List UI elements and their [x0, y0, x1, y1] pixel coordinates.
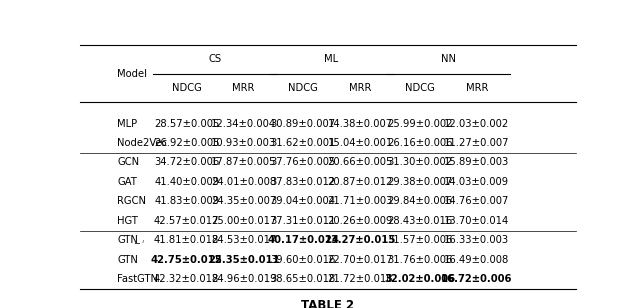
Text: 42.32±0.018: 42.32±0.018: [154, 274, 220, 284]
Text: NN: NN: [440, 55, 456, 64]
Text: 39.04±0.004: 39.04±0.004: [271, 196, 336, 206]
Text: 26.92±0.005: 26.92±0.005: [154, 138, 220, 148]
Text: 29.38±0.007: 29.38±0.007: [387, 177, 452, 187]
Text: 39.60±0.016: 39.60±0.016: [271, 255, 336, 265]
Text: 20.66±0.005: 20.66±0.005: [328, 157, 393, 168]
Text: 16.49±0.008: 16.49±0.008: [444, 255, 509, 265]
Text: 10.93±0.003: 10.93±0.003: [211, 138, 276, 148]
Text: 13.70±0.014: 13.70±0.014: [444, 216, 509, 226]
Text: MRR: MRR: [349, 83, 371, 93]
Text: CS: CS: [209, 55, 221, 64]
Text: 41.83±0.009: 41.83±0.009: [154, 196, 220, 206]
Text: TABLE 2: TABLE 2: [301, 299, 355, 308]
Text: 12.34±0.004: 12.34±0.004: [211, 119, 276, 128]
Text: ML: ML: [324, 55, 339, 64]
Text: 37.83±0.012: 37.83±0.012: [271, 177, 336, 187]
Text: GCN: GCN: [117, 157, 140, 168]
Text: NDCG: NDCG: [288, 83, 318, 93]
Text: 32.02±0.006: 32.02±0.006: [384, 274, 455, 284]
Text: 24.96±0.019: 24.96±0.019: [211, 274, 276, 284]
Text: 21.72±0.018: 21.72±0.018: [328, 274, 393, 284]
Text: 16.33±0.003: 16.33±0.003: [444, 235, 509, 245]
Text: Node2Vec: Node2Vec: [117, 138, 167, 148]
Text: 15.89±0.003: 15.89±0.003: [444, 157, 509, 168]
Text: 37.76±0.005: 37.76±0.005: [271, 157, 336, 168]
Text: 30.89±0.007: 30.89±0.007: [271, 119, 336, 128]
Text: 24.53±0.017: 24.53±0.017: [211, 235, 276, 245]
Text: 28.43±0.016: 28.43±0.016: [387, 216, 452, 226]
Text: FastGTN: FastGTN: [117, 274, 158, 284]
Text: NDCG: NDCG: [172, 83, 202, 93]
Text: 38.65±0.018: 38.65±0.018: [271, 274, 336, 284]
Text: 14.38±0.007: 14.38±0.007: [328, 119, 393, 128]
Text: 41.40±0.009: 41.40±0.009: [154, 177, 220, 187]
Text: 28.57±0.005: 28.57±0.005: [154, 119, 220, 128]
Text: 24.35±0.007: 24.35±0.007: [211, 196, 276, 206]
Text: GTN: GTN: [117, 255, 138, 265]
Text: Model: Model: [117, 69, 147, 79]
Text: 31.57±0.006: 31.57±0.006: [387, 235, 452, 245]
Text: 34.72±0.006: 34.72±0.006: [154, 157, 220, 168]
Text: 23.27±0.015: 23.27±0.015: [324, 235, 396, 245]
Text: 41.81±0.018: 41.81±0.018: [154, 235, 220, 245]
Text: HGT: HGT: [117, 216, 138, 226]
Text: 42.57±0.017: 42.57±0.017: [154, 216, 220, 226]
Text: 22.70±0.017: 22.70±0.017: [328, 255, 393, 265]
Text: 21.71±0.003: 21.71±0.003: [328, 196, 393, 206]
Text: 16.72±0.006: 16.72±0.006: [441, 274, 513, 284]
Text: 17.87±0.005: 17.87±0.005: [211, 157, 276, 168]
Text: 11.27±0.007: 11.27±0.007: [444, 138, 509, 148]
Text: 31.76±0.006: 31.76±0.006: [387, 255, 452, 265]
Text: 29.84±0.006: 29.84±0.006: [387, 196, 452, 206]
Text: 14.76±0.007: 14.76±0.007: [444, 196, 509, 206]
Text: − ᴵ: − ᴵ: [134, 239, 144, 248]
Text: MLP: MLP: [117, 119, 138, 128]
Text: 40.17±0.014: 40.17±0.014: [268, 235, 339, 245]
Text: NDCG: NDCG: [405, 83, 435, 93]
Text: 37.31±0.011: 37.31±0.011: [271, 216, 336, 226]
Text: RGCN: RGCN: [117, 196, 146, 206]
Text: MRR: MRR: [232, 83, 255, 93]
Text: GAT: GAT: [117, 177, 137, 187]
Text: 25.00±0.017: 25.00±0.017: [211, 216, 276, 226]
Text: MRR: MRR: [466, 83, 488, 93]
Text: 25.99±0.002: 25.99±0.002: [387, 119, 452, 128]
Text: 15.04±0.001: 15.04±0.001: [328, 138, 393, 148]
Text: 25.35±0.011: 25.35±0.011: [208, 255, 280, 265]
Text: 24.01±0.008: 24.01±0.008: [211, 177, 276, 187]
Text: 26.16±0.006: 26.16±0.006: [387, 138, 452, 148]
Text: 12.03±0.002: 12.03±0.002: [444, 119, 509, 128]
Text: 14.03±0.009: 14.03±0.009: [444, 177, 509, 187]
Text: 31.30±0.002: 31.30±0.002: [387, 157, 452, 168]
Text: GTN: GTN: [117, 235, 138, 245]
Text: 20.87±0.012: 20.87±0.012: [328, 177, 393, 187]
Text: 31.62±0.001: 31.62±0.001: [271, 138, 336, 148]
Text: 42.75±0.012: 42.75±0.012: [151, 255, 223, 265]
Text: 20.26±0.009: 20.26±0.009: [328, 216, 393, 226]
